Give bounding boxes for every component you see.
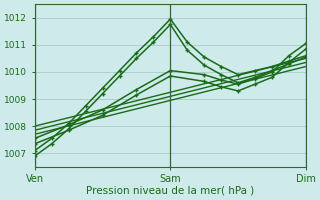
X-axis label: Pression niveau de la mer( hPa ): Pression niveau de la mer( hPa ): [86, 186, 254, 196]
